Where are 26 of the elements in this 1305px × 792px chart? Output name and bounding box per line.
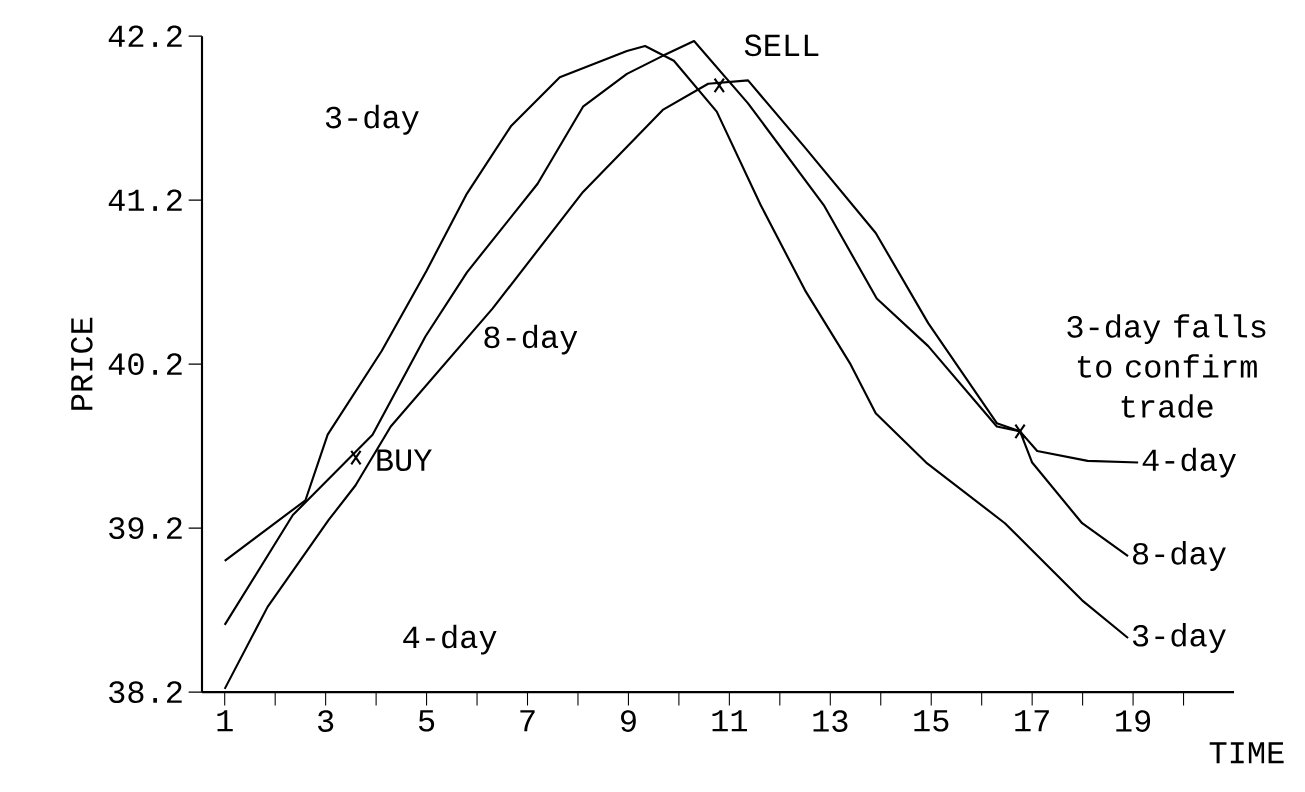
- annotation: 3-day falls to confirm trade: [1067, 314, 1266, 418]
- y-tick-label: 42.2: [108, 25, 182, 47]
- y-tick-label: 38.2: [109, 681, 182, 704]
- x-tick-label: 19: [1116, 710, 1151, 732]
- x-tick-label: 11: [712, 710, 748, 732]
- annotation: SELL: [744, 34, 819, 57]
- text: 3-day: [325, 104, 419, 135]
- x-tick-label: 9: [621, 710, 636, 732]
- text: 8-day: [1133, 541, 1226, 571]
- x-axis-title: TIME: [1209, 742, 1284, 764]
- x-tick-label: 13: [813, 710, 848, 732]
- series-label: 3-day: [1132, 623, 1226, 653]
- y-tick-label: 39.2: [109, 517, 182, 540]
- series-label: 8-day: [484, 324, 578, 355]
- text: 4-day: [403, 624, 497, 655]
- x-tick-label: 1: [217, 710, 233, 732]
- y-tick-label: 40.2: [108, 353, 182, 376]
- series-label: 4-day: [1142, 447, 1236, 478]
- x-tick-label: 17: [1015, 710, 1049, 732]
- x-tick-label: 7: [520, 710, 535, 732]
- y-axis-title: PRICE: [70, 317, 93, 410]
- y-tick-label: 41.2: [108, 189, 182, 211]
- annotation: BUY: [377, 449, 432, 471]
- x-tick-label: 15: [914, 710, 949, 732]
- x-tick-label: 5: [418, 710, 435, 732]
- x-tick-label: 3: [318, 710, 334, 732]
